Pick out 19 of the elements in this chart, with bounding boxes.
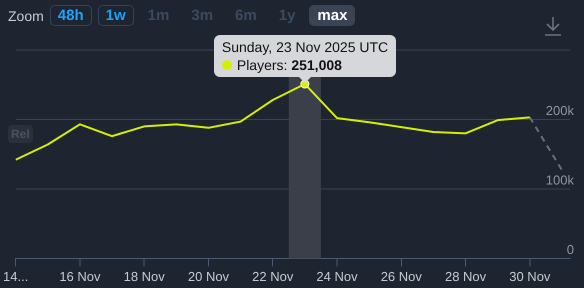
text: max	[309, 5, 356, 26]
text: Zoom	[8, 8, 44, 24]
x-tick-label: 26 Nov	[380, 268, 422, 284]
data-label: 251,008	[291, 56, 342, 74]
x-tick-label: 22 Nov	[252, 268, 294, 284]
x-tick-label: 16 Nov	[59, 268, 102, 284]
legend-label: Players:	[236, 56, 288, 74]
y-tick-label: 200k	[546, 103, 574, 118]
y-tick-label: 100k	[546, 172, 574, 188]
x-tick-label: 20 Nov	[188, 268, 230, 284]
text: 1w	[98, 5, 134, 26]
x-tick-label: 30 Nov	[509, 268, 551, 284]
annotation: Sunday, 23 Nov 2025 UTC	[222, 38, 388, 56]
x-tick-label: 24 Nov	[316, 268, 358, 284]
x-tick-label: 28 Nov	[444, 268, 487, 284]
x-tick-label: 14...	[3, 268, 28, 284]
y-tick-label: 0	[566, 242, 574, 257]
x-tick-label: 18 Nov	[124, 268, 166, 284]
text: 48h	[50, 5, 92, 26]
